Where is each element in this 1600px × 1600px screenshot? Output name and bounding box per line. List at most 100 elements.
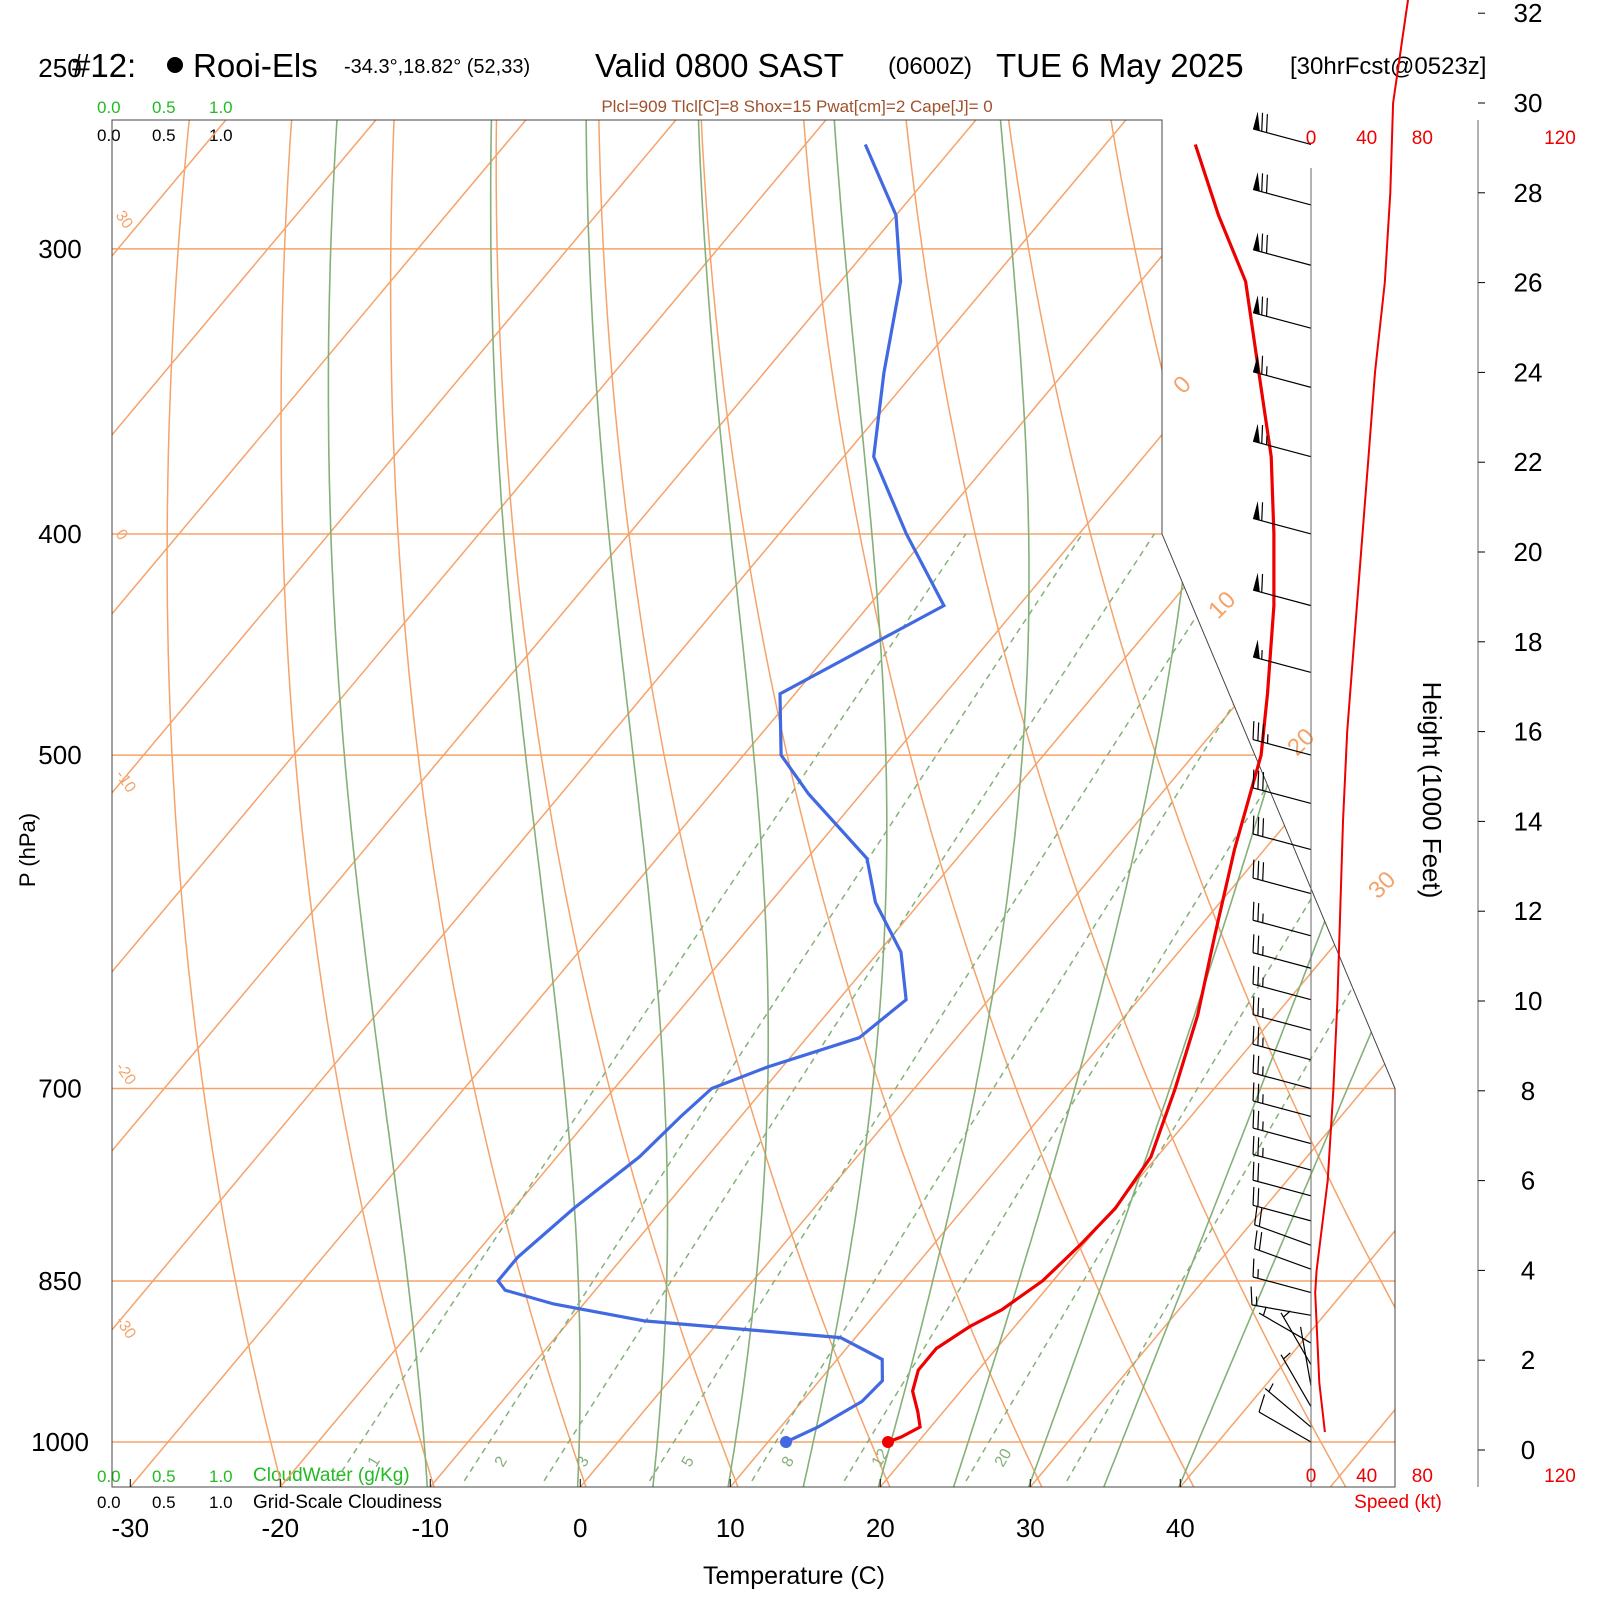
barb-staff (1252, 877, 1312, 895)
wind-barb (1252, 639, 1312, 674)
station-name: Rooi-Els (193, 47, 318, 84)
y-axis-title: P (hPa) (15, 813, 40, 887)
isotherm-line (112, 120, 756, 1487)
barb-full (1252, 1136, 1255, 1155)
barb-full (1257, 903, 1260, 922)
cloudwater-tick: 1.0 (209, 1467, 233, 1486)
height-tick-label: 0 (1521, 1435, 1535, 1465)
isotherm-line (1138, 120, 1395, 1487)
barb-staff (1280, 1312, 1312, 1366)
barb-flag (1253, 639, 1260, 659)
plot-frame (111, 119, 1396, 1488)
barb-full (1252, 1161, 1255, 1181)
speed-panel: 0040408080120120024681012141618202224262… (1306, 0, 1576, 1487)
barb-full (1257, 1027, 1260, 1046)
wind-barb (1252, 934, 1312, 969)
barb-full (1262, 772, 1265, 791)
wind-barb (1252, 1054, 1312, 1090)
height-tick-label: 12 (1514, 896, 1543, 926)
sounding-indices: Plcl=909 Tlcl[C]=8 Shox=15 Pwat[cm]=2 Ca… (601, 97, 992, 116)
barb-staff (1252, 952, 1312, 969)
moist-adiabat-line (1026, 120, 1395, 1487)
barb-staff (1252, 1043, 1312, 1061)
height-tick-label: 32 (1514, 0, 1543, 28)
temperature-tick-label: 30 (1016, 1513, 1045, 1543)
dry-adiabat-line (1169, 120, 1395, 1487)
cloudiness-tick: 1.0 (209, 126, 233, 145)
isotherm-label: 10 (1203, 586, 1241, 624)
wind-barb (1252, 501, 1312, 535)
mixing-ratio-line (543, 533, 1155, 1482)
barb-flag (1253, 354, 1260, 374)
forecast-info: [30hrFcst@0523z] (1290, 53, 1486, 80)
speed-tick-label: 120 (1544, 1466, 1576, 1487)
dry-adiabat-line (1455, 0, 1600, 1537)
wind-barb (1250, 1286, 1312, 1316)
isotherm-line (112, 120, 606, 1487)
speed-profile-line (1314, 0, 1410, 1433)
wind-barb (1252, 1109, 1312, 1145)
barb-full (1261, 296, 1264, 316)
barb-full (1265, 297, 1268, 317)
mixing-ratio-label: 3 (574, 1454, 593, 1470)
height-tick-label: 8 (1521, 1076, 1535, 1106)
height-tick-label: 2 (1521, 1345, 1535, 1375)
dry-adiabat-line (885, 120, 1375, 1487)
speed-tick-label: 80 (1412, 1466, 1433, 1487)
barb-full (1257, 1137, 1260, 1156)
barb-full (1252, 1082, 1255, 1101)
wind-barb (1252, 859, 1312, 895)
pressure-tick-label: 400 (38, 519, 81, 549)
station-marker-icon (167, 57, 183, 73)
barb-full (1257, 1110, 1260, 1130)
barb-full (1254, 1230, 1258, 1249)
mixing-ratio-label: 2 (492, 1454, 511, 1470)
barb-staff (1252, 1014, 1312, 1031)
barb-full (1265, 234, 1268, 254)
moist-adiabat-line (801, 120, 888, 1487)
cloudwater-tick: 1.0 (209, 98, 233, 117)
wind-barb (1280, 1352, 1312, 1407)
height-tick-label: 6 (1521, 1166, 1535, 1196)
barb-full (1252, 815, 1255, 835)
barb-full (1257, 860, 1260, 880)
wind-barb (1252, 815, 1312, 851)
barb-half (1262, 1306, 1267, 1316)
cloudiness-tick: 1.0 (209, 1493, 233, 1512)
barb-flag (1253, 232, 1260, 252)
speed-tick-label: 40 (1356, 1466, 1377, 1487)
wind-barb (1252, 769, 1312, 805)
isotherm-line (688, 120, 1395, 1487)
barb-staff (1252, 371, 1312, 388)
barb-full (1254, 1206, 1258, 1225)
barb-staff (1258, 1411, 1312, 1443)
wind-barb (1252, 965, 1312, 1001)
barb-flag (1253, 572, 1260, 592)
mixing-ratio-line (1066, 533, 1395, 1482)
dry-adiabat-line (166, 120, 296, 1487)
barb-full (1265, 174, 1268, 194)
legend-top: 0.0 0.5 1.0 0.0 0.5 1.0 (97, 98, 233, 145)
barb-full (1252, 965, 1255, 985)
speed-axis-title: Speed (kt) (1354, 1492, 1442, 1513)
dewpoint-line (495, 143, 947, 1444)
barb-full (1250, 1286, 1253, 1305)
mixing-ratio-line (463, 533, 1083, 1482)
wind-barb (1252, 1186, 1312, 1222)
moist-adiabat-line (951, 120, 1204, 1487)
barb-staff (1252, 188, 1312, 206)
barb-full (1257, 722, 1260, 741)
barb-full (1257, 1055, 1260, 1075)
height-tick-label: 14 (1514, 806, 1543, 836)
dry-adiabat-line (389, 120, 605, 1487)
pressure-tick-label: 250 (38, 53, 81, 83)
height-tick-label: 24 (1514, 357, 1543, 387)
barb-half (1268, 1383, 1274, 1392)
cloudiness-label: Grid-Scale Cloudiness (253, 1492, 442, 1513)
isotherm-line (238, 120, 1395, 1487)
cloudwater-tick: 0.0 (97, 1467, 121, 1486)
barb-staff (1251, 1304, 1312, 1316)
barb-staff (1252, 249, 1312, 266)
barb-full (1261, 112, 1264, 132)
